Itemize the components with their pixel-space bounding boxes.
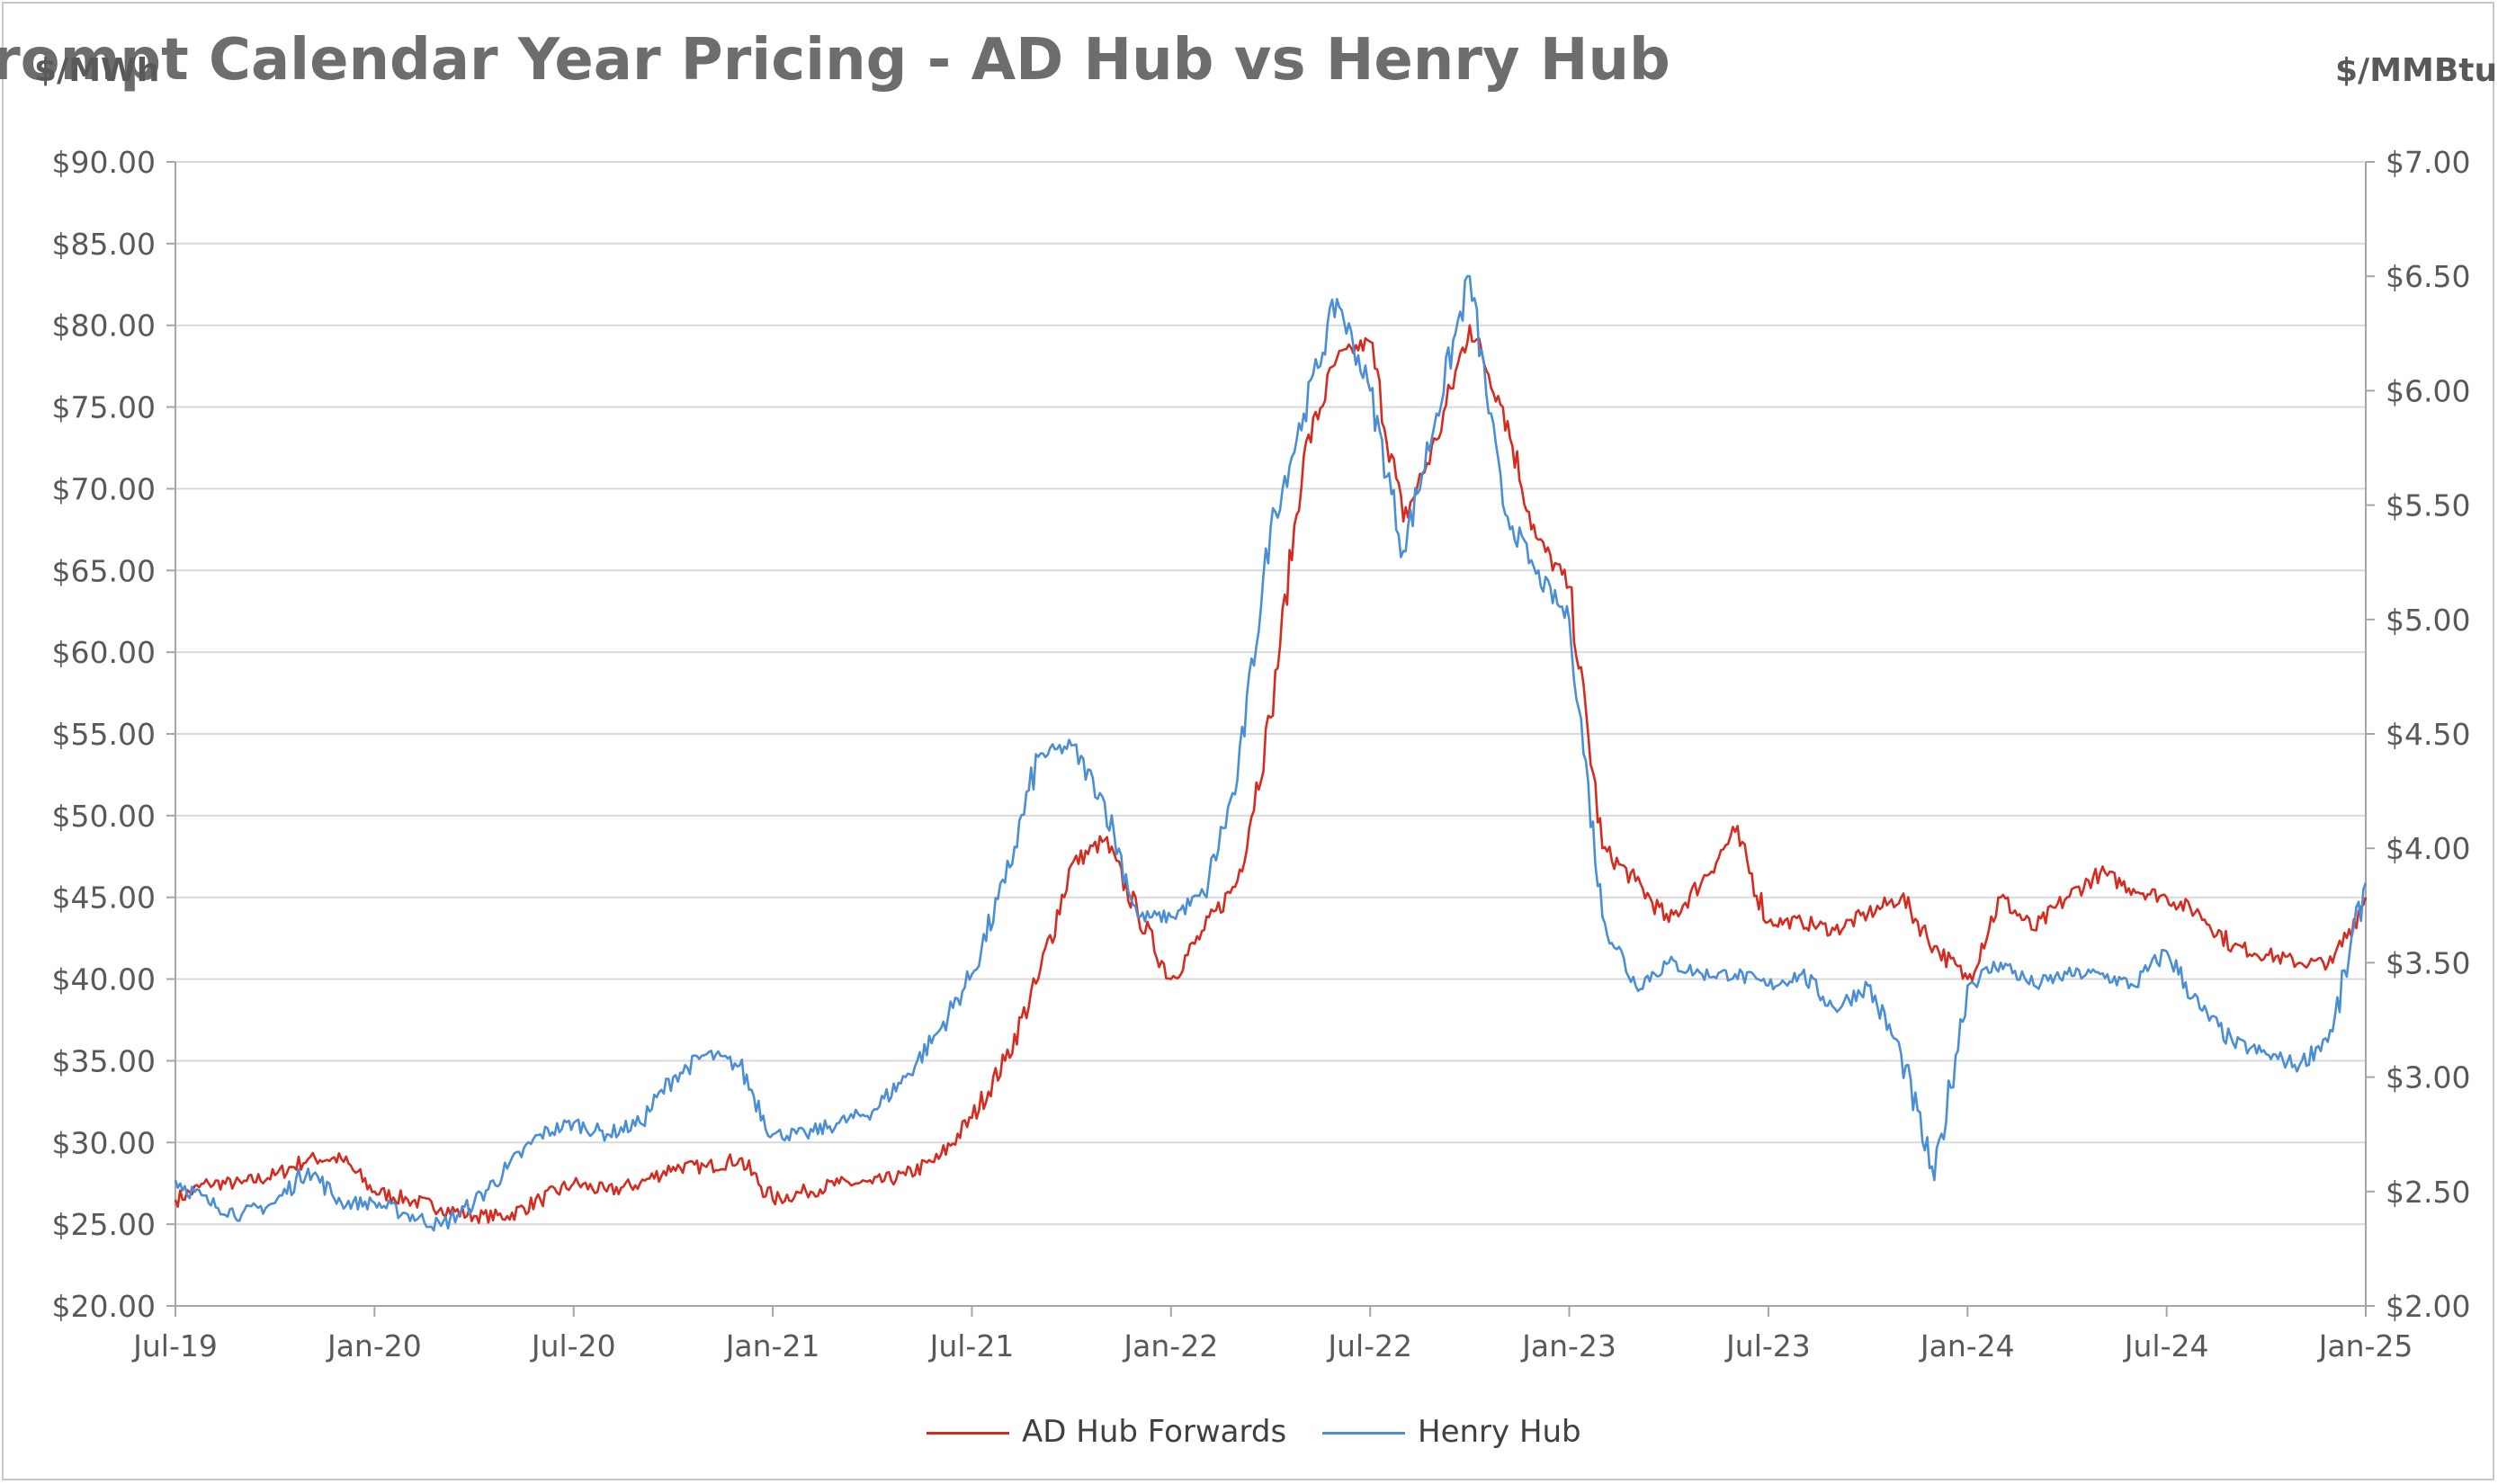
x-tick-label: Jul-20 (530, 1328, 616, 1363)
x-tick-label: Jan-21 (724, 1328, 820, 1363)
y-right-tick-label: $2.50 (2386, 1175, 2470, 1210)
y-left-tick-label: $55.00 (52, 717, 156, 752)
legend-item-henry-hub[interactable]: Henry Hub (1322, 1414, 1581, 1450)
legend-item-ad-hub[interactable]: AD Hub Forwards (927, 1414, 1286, 1450)
legend-swatch-blue (1322, 1432, 1405, 1435)
y-left-tick-label: $85.00 (52, 227, 156, 262)
x-tick-label: Jan-22 (1122, 1328, 1218, 1363)
x-tick-label: Jul-19 (131, 1328, 218, 1363)
y-left-tick-label: $20.00 (52, 1289, 156, 1324)
x-tick-label: Jan-20 (326, 1328, 422, 1363)
y-right-tick-label: $7.00 (2386, 145, 2470, 180)
legend-label-ad-hub: AD Hub Forwards (1022, 1414, 1287, 1450)
legend-swatch-red (927, 1432, 1009, 1435)
y-left-tick-label: $75.00 (52, 390, 156, 425)
y-left-tick-label: $50.00 (52, 799, 156, 834)
y-right-tick-label: $3.50 (2386, 945, 2470, 980)
axes (166, 161, 2375, 1317)
y-right-tick-label: $4.00 (2386, 831, 2470, 866)
series-line-ad-hub-forwards (174, 324, 2368, 1224)
y-right-tick-label: $3.00 (2386, 1060, 2470, 1095)
series-layer (174, 274, 2368, 1232)
y-left-tick-label: $35.00 (52, 1043, 156, 1078)
y-left-tick-label: $40.00 (52, 962, 156, 997)
y-right-tick-label: $5.00 (2386, 603, 2470, 638)
right-axis-unit: $/MMBtu (2335, 52, 2498, 89)
y-left-tick-label: $90.00 (52, 145, 156, 180)
y-right-tick-label: $2.00 (2386, 1289, 2470, 1324)
x-tick-label: Jul-23 (1724, 1328, 1811, 1363)
legend-label-henry-hub: Henry Hub (1418, 1414, 1581, 1450)
y-left-tick-label: $60.00 (52, 635, 156, 670)
series-line-henry-hub (174, 274, 2368, 1232)
y-right-tick-label: $4.50 (2386, 717, 2470, 752)
x-tick-label: Jan-25 (2317, 1328, 2413, 1363)
x-tick-label: Jan-24 (1919, 1328, 2015, 1363)
y-left-tick-label: $25.00 (52, 1207, 156, 1242)
y-left-tick-label: $45.00 (52, 881, 156, 916)
y-left-tick-label: $70.00 (52, 471, 156, 506)
y-right-tick-label: $6.50 (2386, 259, 2470, 294)
y-left-tick-label: $65.00 (52, 553, 156, 588)
x-tick-label: Jan-23 (1520, 1328, 1616, 1363)
x-tick-label: Jul-21 (928, 1328, 1015, 1363)
y-right-tick-label: $6.00 (2386, 373, 2470, 408)
y-right-tick-label: $5.50 (2386, 488, 2470, 523)
gridlines (175, 161, 2366, 1226)
chart-title: Prompt Calendar Year Pricing - AD Hub vs… (0, 27, 1670, 94)
x-tick-label: Jul-22 (1326, 1328, 1412, 1363)
tick-labels: $20.00 $25.00 $30.00 $35.00 $40.00 $45.00 $50.… (52, 145, 2471, 1363)
left-axis-unit: $/MWh (34, 52, 160, 89)
x-tick-label: Jul-24 (2123, 1328, 2209, 1363)
y-left-tick-label: $30.00 (52, 1125, 156, 1160)
y-left-tick-label: $80.00 (52, 308, 156, 344)
